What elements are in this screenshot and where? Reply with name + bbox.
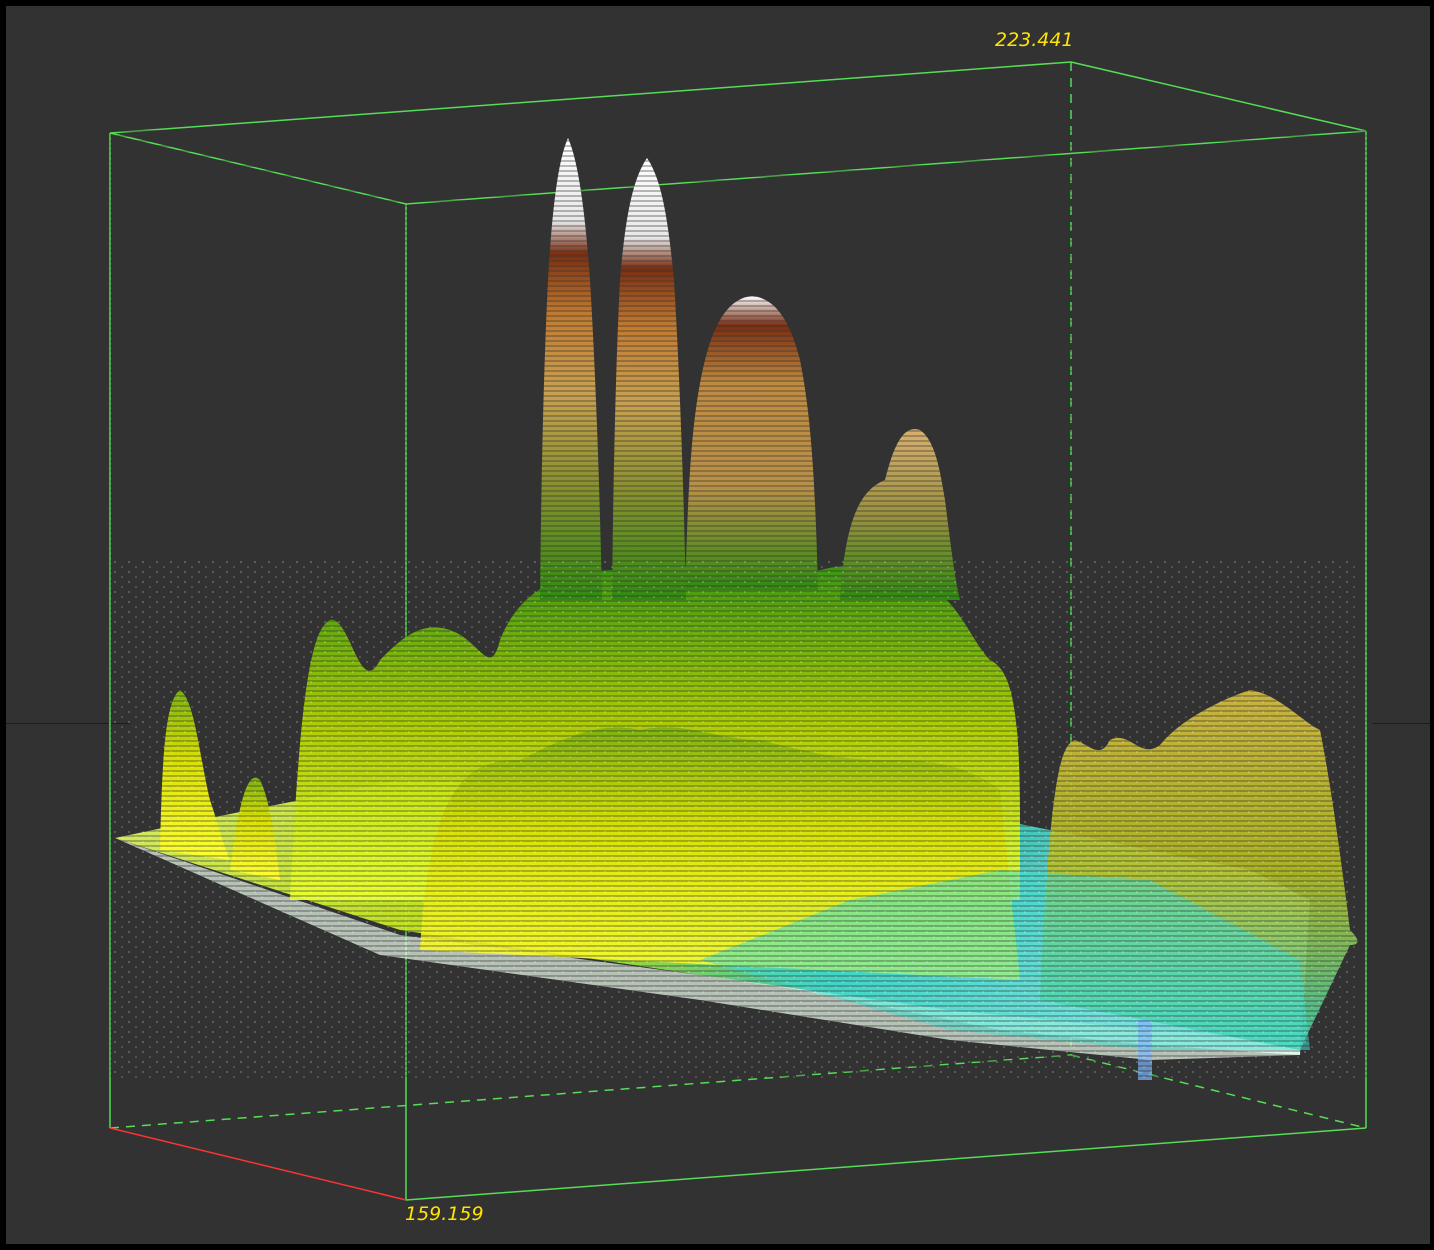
bbox-top-value-label: 223.441 (995, 29, 1074, 51)
crosshair-line-left (6, 723, 130, 724)
point-cloud-surface (110, 130, 1370, 1080)
speckle-overlay (110, 560, 1360, 1080)
bbox-bottom-value-label: 159.159 (405, 1203, 484, 1225)
bbox-edge-bottom-front (405, 1127, 1367, 1201)
x-axis-line (109, 1127, 407, 1201)
crosshair-line-right (1372, 723, 1430, 724)
